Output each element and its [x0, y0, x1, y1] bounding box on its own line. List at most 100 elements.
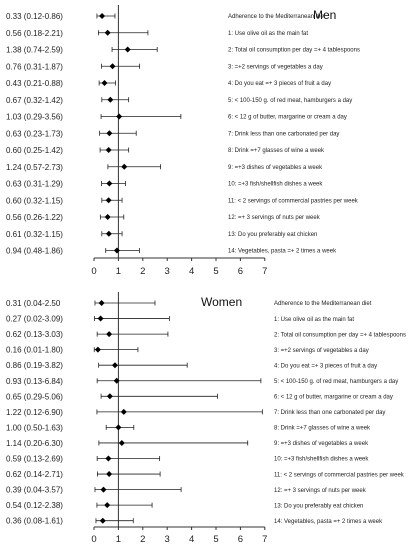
point-estimate-diamond	[106, 471, 113, 478]
odds-ratio-text: 0.94 (0.48-1.86)	[6, 247, 63, 256]
odds-ratio-text: 0.16 (0.01-1.80)	[6, 346, 63, 355]
x-tick-label: 0	[91, 534, 96, 545]
forest-row: 0.33 (0.12-0.86) Adherence to the Mediter…	[6, 12, 326, 21]
forest-panel-women: Women 0.31 (0.04-2.50 Adherence to the Med…	[6, 292, 406, 545]
row-label: 12: =+ 3 servings of nuts per week	[228, 215, 321, 221]
odds-ratio-text: 0.76 (0.31-1.87)	[6, 62, 63, 71]
point-estimate-diamond	[111, 362, 118, 369]
point-estimate-diamond	[106, 180, 113, 187]
row-label: 13: Do you preferably eat chicken	[274, 503, 363, 509]
point-estimate-diamond	[116, 113, 123, 120]
point-estimate-diamond	[106, 393, 113, 400]
forest-row: 0.63 (0.23-1.73) 7: Drink less than one c…	[6, 129, 339, 138]
point-estimate-diamond	[124, 46, 131, 53]
forest-row: 1.00 (0.50-1.63) 8: Drink =+7 glasses of …	[6, 423, 371, 432]
row-label: 4: Do you eat =+ 3 pieces of fruit a day	[228, 81, 331, 87]
x-axis: 0 1 2 3 4 5 6 7	[91, 257, 267, 277]
point-estimate-diamond	[106, 130, 113, 137]
odds-ratio-text: 0.31 (0.04-2.50	[6, 299, 61, 308]
odds-ratio-text: 1.00 (0.50-1.63)	[6, 423, 63, 432]
odds-ratio-text: 1.38 (0.74-2.59)	[6, 46, 63, 55]
forest-row: 1.14 (0.20-6.30) 9: =+3 dishes of vegetab…	[6, 439, 369, 448]
point-estimate-diamond	[97, 315, 104, 322]
point-estimate-diamond	[107, 96, 114, 103]
point-estimate-diamond	[99, 517, 106, 524]
point-estimate-diamond	[104, 29, 111, 36]
forest-row: 0.62 (0.13-3.03) 2: Total oil consumption…	[6, 330, 406, 339]
x-tick-label: 2	[140, 534, 145, 545]
row-label: 14: Vegetables, pasta =+ 2 times a week	[228, 249, 337, 255]
odds-ratio-text: 0.86 (0.19-3.82)	[6, 361, 63, 370]
row-label: 7: Drink less than one carbonated per da…	[228, 131, 339, 137]
forest-panel-men: Men 0.33 (0.12-0.86) Adherence to the Medi…	[6, 5, 360, 277]
forest-row: 0.76 (0.31-1.87) 3: =+2 servings of veget…	[6, 62, 323, 71]
forest-row: 0.61 (0.32-1.15) 13: Do you preferably ea…	[6, 230, 317, 239]
x-tick-label: 4	[189, 534, 194, 545]
row-label: 1: Use olive oil as the main fat	[274, 317, 354, 323]
x-tick-label: 7	[262, 534, 267, 545]
row-label: 2: Total oil consumption per day =+ 4 ta…	[228, 48, 360, 54]
forest-row: 0.60 (0.32-1.15) 11: < 2 servings of comm…	[6, 196, 359, 205]
odds-ratio-text: 0.33 (0.12-0.86)	[6, 12, 63, 21]
odds-ratio-text: 0.59 (0.13-2.69)	[6, 455, 63, 464]
point-estimate-diamond	[105, 230, 112, 237]
point-estimate-diamond	[105, 147, 112, 153]
point-estimate-diamond	[113, 377, 120, 384]
point-estimate-diamond	[100, 486, 107, 493]
forest-row: 1.38 (0.74-2.59) 2: Total oil consumption…	[6, 46, 360, 55]
row-label: 10: =+3 fish/shellfish dishes a week	[228, 182, 323, 188]
row-label: 1: Use olive oil as the main fat	[228, 31, 308, 37]
odds-ratio-text: 1.14 (0.20-6.30)	[6, 439, 63, 448]
row-label: 9: =+3 dishes of vegetables a week	[274, 441, 369, 447]
row-label: 8: Drink =+7 glasses of wine a week	[274, 426, 371, 432]
forest-row: 0.43 (0.21-0.88) 4: Do you eat =+ 3 piece…	[6, 79, 331, 88]
forest-row: 0.65 (0.29-5.06) 6: < 12 g of butter, mar…	[6, 392, 393, 401]
forest-row: 0.67 (0.32-1.42) 5: < 100-150 g. of red m…	[6, 96, 352, 105]
forest-row: 1.03 (0.29-3.56) 6: < 12 g of butter, mar…	[6, 113, 347, 122]
x-tick-label: 1	[116, 266, 121, 277]
forest-row: 0.94 (0.48-1.86) 14: Vegetables, pasta =+…	[6, 247, 337, 256]
point-estimate-diamond	[104, 214, 111, 220]
x-tick-label: 2	[140, 266, 145, 277]
odds-ratio-text: 0.61 (0.32-1.15)	[6, 230, 63, 239]
forest-row: 0.56 (0.18-2.21) 1: Use olive oil as the …	[6, 29, 308, 38]
forest-row: 0.31 (0.04-2.50 Adherence to the Mediterr…	[6, 299, 372, 308]
odds-ratio-text: 0.56 (0.18-2.21)	[6, 29, 63, 38]
row-label: 9: =+3 dishes of vegetables a week	[228, 165, 323, 171]
x-tick-label: 5	[213, 266, 218, 277]
point-estimate-diamond	[113, 247, 120, 254]
x-tick-label: 6	[238, 266, 243, 277]
odds-ratio-text: 0.63 (0.23-1.73)	[6, 129, 63, 138]
odds-ratio-text: 1.03 (0.29-3.56)	[6, 113, 63, 122]
forest-row: 0.63 (0.31-1.29) 10: =+3 fish/shellfish d…	[6, 180, 323, 189]
odds-ratio-text: 0.36 (0.08-1.61)	[6, 517, 63, 526]
x-tick-label: 4	[189, 266, 194, 277]
forest-row: 0.54 (0.12-2.38) 13: Do you preferably ea…	[6, 501, 363, 510]
forest-row: 0.56 (0.26-1.22) 12: =+ 3 servings of nut…	[6, 213, 321, 222]
point-estimate-diamond	[115, 424, 122, 431]
forest-row: 0.93 (0.13-6.84) 5: < 100-150 g. of red m…	[6, 377, 398, 386]
odds-ratio-text: 0.54 (0.12-2.38)	[6, 501, 63, 510]
row-label: 12: =+ 3 servings of nuts per week	[274, 488, 367, 494]
point-estimate-diamond	[105, 197, 112, 204]
point-estimate-diamond	[106, 331, 113, 338]
odds-ratio-text: 0.65 (0.29-5.06)	[6, 392, 63, 401]
row-label: 2: Total oil consumption per day =+ 4 ta…	[274, 332, 406, 338]
odds-ratio-text: 0.63 (0.31-1.29)	[6, 180, 63, 189]
odds-ratio-text: 0.60 (0.25-1.42)	[6, 146, 63, 155]
odds-ratio-text: 0.60 (0.32-1.15)	[6, 196, 63, 205]
odds-ratio-text: 0.67 (0.32-1.42)	[6, 96, 63, 105]
forest-row: 1.22 (0.12-6.90) 7: Drink less than one c…	[6, 408, 385, 417]
forest-row: 0.39 (0.04-3.57) 12: =+ 3 servings of nut…	[6, 486, 367, 495]
point-estimate-diamond	[104, 502, 111, 509]
row-label: 6: < 12 g of butter, margarine or cream …	[228, 115, 347, 121]
row-label: 7: Drink less than one carbonated per da…	[274, 410, 385, 416]
x-tick-label: 0	[91, 266, 96, 277]
row-label: 6: < 12 g of butter, margarine or cream …	[274, 395, 393, 401]
panel-title: Women	[201, 295, 242, 309]
point-estimate-diamond	[120, 408, 127, 415]
row-label: 13: Do you preferably eat chicken	[228, 232, 317, 238]
odds-ratio-text: 0.27 (0.02-3.09)	[6, 315, 63, 324]
x-axis: 0 1 2 3 4 5 6 7	[91, 526, 267, 545]
